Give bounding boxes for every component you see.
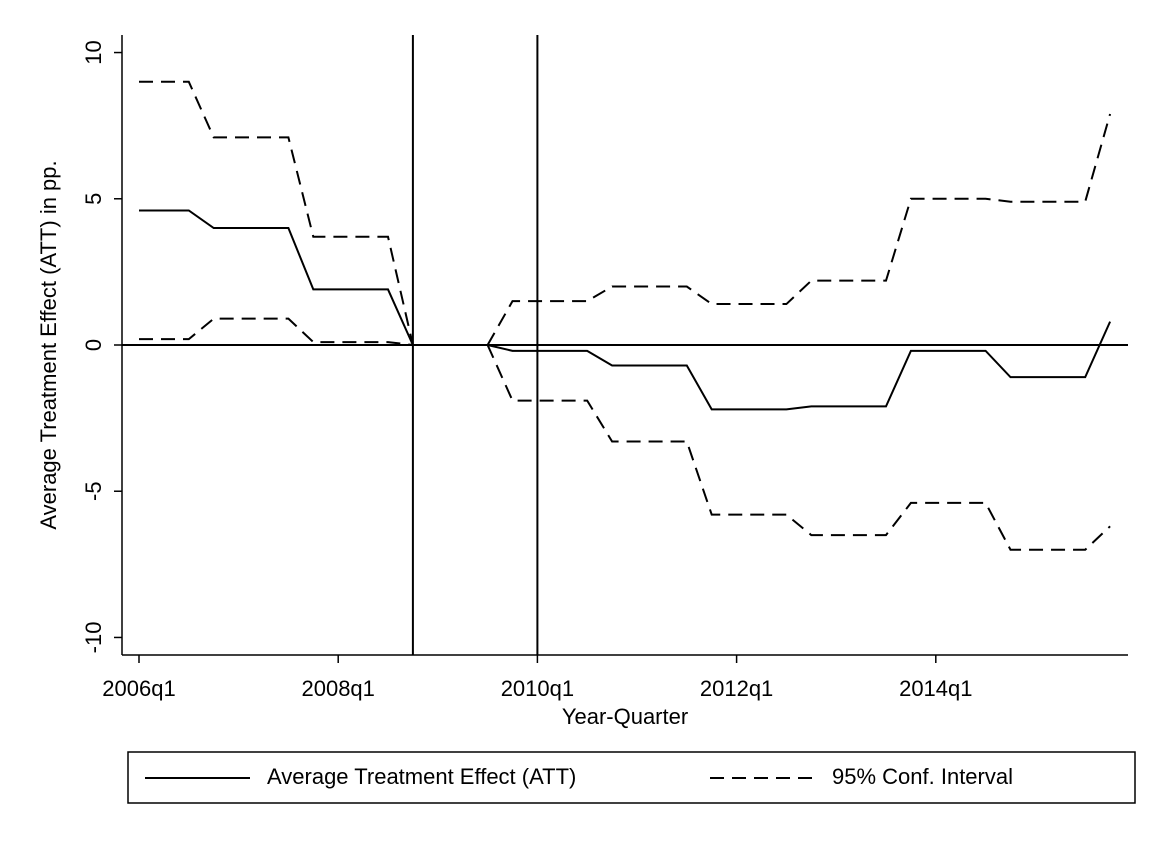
y-tick-label: 5: [81, 193, 106, 205]
data-line: [139, 317, 1111, 551]
legend-label: Average Treatment Effect (ATT): [267, 764, 576, 789]
y-axis-label: Average Treatment Effect (ATT) in pp.: [36, 160, 61, 529]
x-tick-label: 2010q1: [501, 676, 574, 701]
x-tick-label: 2006q1: [102, 676, 175, 701]
y-tick-label: 10: [81, 40, 106, 64]
x-tick-label: 2008q1: [301, 676, 374, 701]
y-tick-label: -10: [81, 622, 106, 654]
y-tick-label: 0: [81, 339, 106, 351]
x-tick-label: 2012q1: [700, 676, 773, 701]
legend-label: 95% Conf. Interval: [832, 764, 1013, 789]
y-tick-label: -5: [81, 481, 106, 501]
legend-box: [127, 751, 1136, 804]
data-line: [139, 209, 1112, 411]
x-axis-label: Year-Quarter: [562, 704, 688, 729]
data-line: [139, 80, 1112, 346]
x-tick-label: 2014q1: [899, 676, 972, 701]
